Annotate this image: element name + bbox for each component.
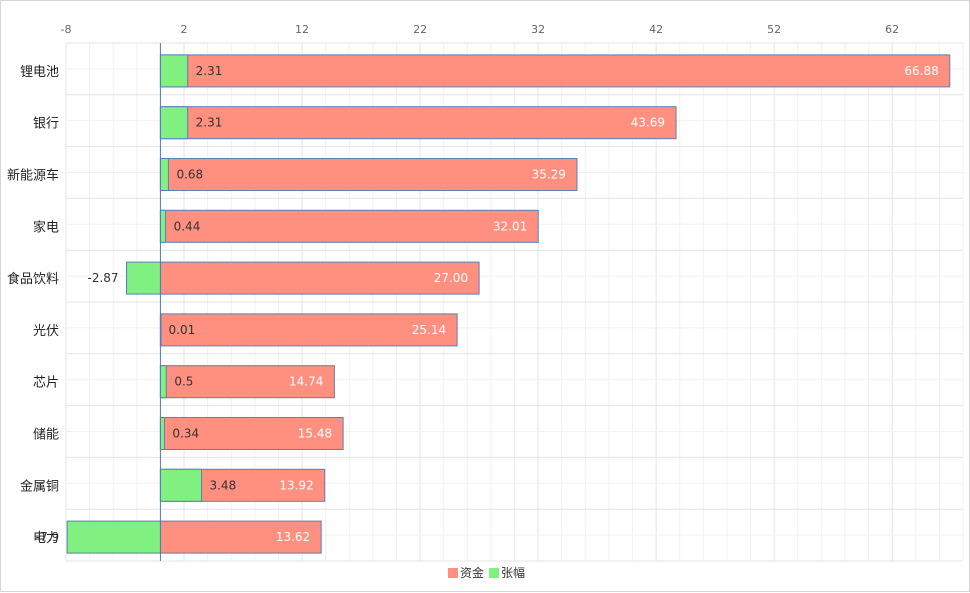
legend: 资金 张幅	[448, 565, 525, 580]
x-tick-label: 2	[181, 23, 188, 36]
fund-bar	[159, 417, 344, 450]
change-bar	[159, 365, 167, 399]
x-tick-label: -8	[61, 23, 72, 36]
change-bar	[159, 468, 202, 502]
change-bar	[159, 209, 167, 243]
change-value-label: 3.48	[209, 478, 236, 492]
fund-value-label: 35.29	[532, 168, 566, 182]
category-label: 食品饮料	[7, 271, 59, 287]
change-bar	[159, 417, 165, 450]
change-value-label: 2.31	[196, 64, 223, 78]
category-label: 家电	[33, 219, 59, 235]
fund-bar	[159, 365, 335, 399]
category-label: 光伏	[33, 324, 59, 339]
category-label: 芯片	[33, 376, 59, 391]
fund-bar	[159, 106, 677, 140]
fund-value-label: 32.01	[493, 219, 527, 233]
change-bar	[159, 158, 169, 191]
fund-value-label: 43.69	[631, 116, 665, 130]
change-value-label: 2.31	[196, 116, 223, 130]
fund-value-label: 25.14	[412, 323, 446, 337]
fund-value-label: 14.74	[289, 375, 323, 389]
category-label: 电力	[33, 531, 59, 546]
fund-value-label: 15.48	[298, 427, 332, 441]
x-tick-label: 62	[885, 23, 899, 36]
change-value-label: -7.9	[36, 530, 59, 544]
fund-value-label: 13.92	[279, 478, 313, 492]
change-value-label: 0.44	[174, 219, 201, 233]
x-tick-label: 12	[295, 23, 309, 36]
fund-bar	[159, 520, 322, 554]
category-label: 新能源车	[7, 168, 59, 184]
change-bar	[126, 261, 161, 295]
x-tick-label: 22	[413, 23, 427, 36]
category-label: 金属铜	[20, 478, 59, 494]
legend-swatch	[489, 568, 499, 578]
category-label: 锂电池	[20, 65, 59, 80]
legend-label: 资金	[460, 565, 484, 580]
category-label: 储能	[33, 428, 59, 443]
legend-swatch	[448, 568, 458, 578]
x-axis-ticks: -8 2 12 22 32 42 52 62	[61, 23, 900, 36]
x-tick-label: 42	[649, 23, 663, 36]
fund-bar	[159, 158, 578, 191]
fund-value-label: 13.62	[276, 530, 310, 544]
fund-bar	[159, 261, 480, 295]
fund-bar	[159, 313, 458, 347]
fund-bar	[159, 209, 539, 243]
change-value-label: 0.01	[169, 323, 196, 337]
change-bar	[159, 54, 189, 88]
change-value-label: -2.87	[87, 271, 118, 285]
fund-value-label: 66.88	[904, 64, 938, 78]
fund-value-label: 27.00	[434, 271, 468, 285]
fund-bar	[159, 54, 951, 88]
x-tick-label: 52	[767, 23, 781, 36]
change-value-label: 0.68	[176, 168, 203, 182]
category-label: 银行	[33, 117, 59, 132]
legend-label: 张幅	[501, 565, 525, 580]
change-value-label: 0.5	[174, 375, 193, 389]
change-bar	[66, 520, 161, 554]
data-labels: 66.88 2.31 43.69 2.31 35.29 0.68 32.01 0.44 27.0…	[36, 64, 939, 544]
x-tick-label: 32	[531, 23, 545, 36]
change-value-label: 0.34	[172, 427, 199, 441]
change-bar	[159, 106, 189, 140]
